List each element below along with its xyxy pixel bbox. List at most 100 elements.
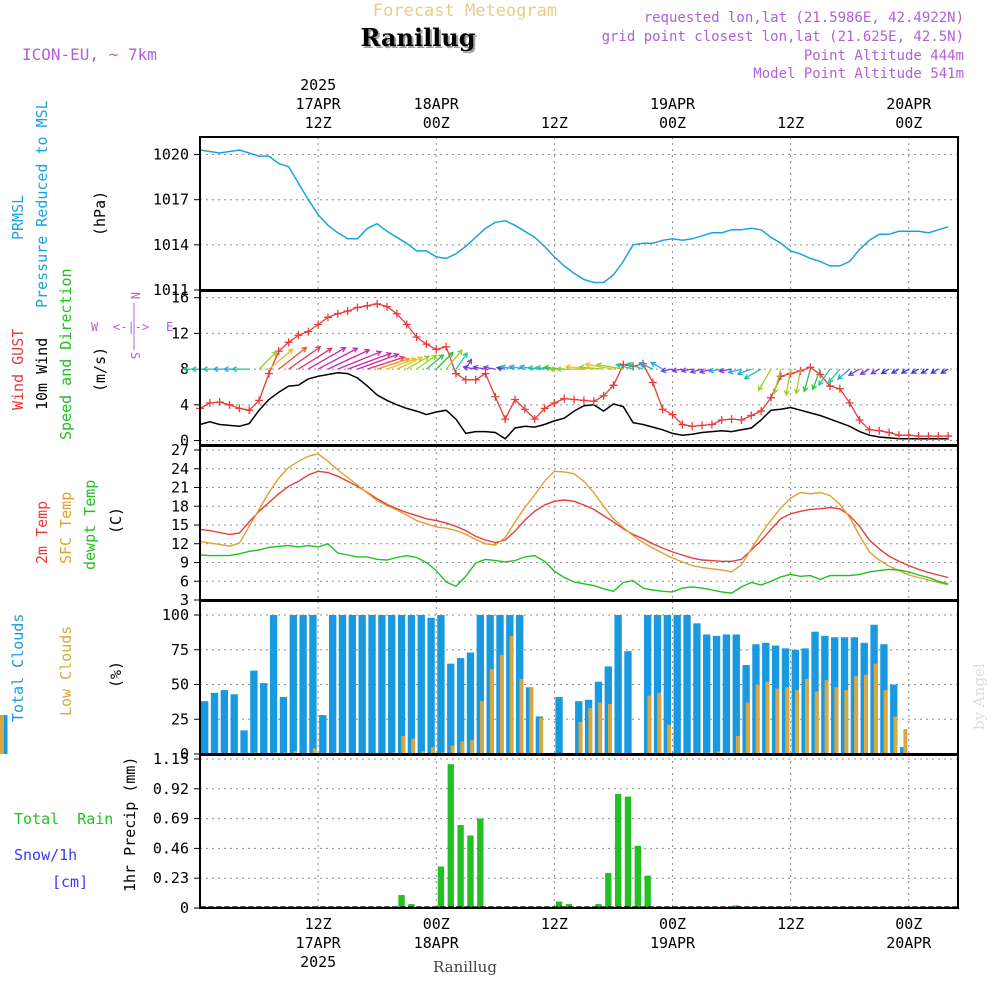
low-cloud-bar [312,748,317,754]
rain-bar [457,825,464,908]
wind-arrow-head [326,347,333,353]
wind-arrow-head [900,368,907,374]
wind-arrow-head [727,368,734,375]
gust-marker [353,303,362,312]
wind-arrow [860,368,870,375]
wind-arrow-head [438,354,445,360]
wind-arrow-head [431,354,438,361]
total-cloud-bar [722,634,731,754]
t2m-line [199,470,949,579]
low-cloud-bar [598,702,603,754]
y-tick-label: 100 [162,606,189,624]
low-cloud-bar [608,703,612,754]
wind-label: 10m Wind [33,338,51,410]
low-cloud-bar [450,745,455,754]
wind-arrow [661,368,673,372]
wind-speed-line [199,371,949,440]
gust-marker [737,416,746,424]
point-altitude: Point Altitude 444m [804,48,964,64]
low-cloud-bar [667,724,672,754]
wind-arrow-head [870,369,877,375]
gust-marker [816,370,825,379]
bottom-time-label: 2025 [300,953,336,971]
panel-frame [199,754,959,909]
rain-bar [408,904,415,908]
location-title: Ranillug [360,23,475,52]
wind-arrow-head [584,361,591,368]
wind-arrow-head [578,364,585,371]
total-cloud-bar [614,615,622,754]
low-cloud-bar [489,669,494,754]
wind-arrow-head [399,355,406,362]
pressure-labels: PRMSL Pressure Reduced to MSL (hPa) [9,100,109,308]
top-time-label: 00Z [895,114,922,132]
wind-arrow-head [462,364,469,371]
gust-marker [894,431,903,440]
wind-arrow-head [364,348,371,355]
rain-bar [398,895,405,908]
total-cloud-bar [388,615,396,754]
gust-marker [865,425,874,434]
low-cloud-bar [647,695,652,754]
wind-arrow [298,347,333,370]
wind-arrow [699,368,713,373]
wind-arrow-head [417,356,424,362]
wind-arrow-head [811,384,817,391]
gust-marker [392,309,401,318]
panel-4: 0 0.23 0.46 0.69 0.92 1.15 [153,750,959,917]
prmsl-line [199,149,949,284]
t2m-label: 2m Temp [33,501,51,564]
gust-marker [245,406,254,415]
wind-arrow [719,368,732,372]
wind-arrow-head [564,364,571,370]
snow-unit-label: [cm] [52,873,88,891]
low-cloud-bar [716,751,721,754]
low-cloud-bar [421,751,425,754]
gust-marker [845,399,854,408]
bottom-time-label: 12Z [777,915,804,933]
wind-arrow [376,358,410,370]
total-cloud-bar [378,615,386,754]
y-tick-label: 12 [171,324,189,342]
gust-marker [294,331,303,340]
low-cloud-bar [814,691,819,754]
low-clouds-label: Low Clouds [57,626,75,716]
compass-n: N [128,292,142,299]
total-clouds-label: Total Clouds [9,614,27,722]
total-cloud-bar [299,615,307,754]
wind-arrow [848,368,860,376]
gust-marker [333,309,342,318]
wind-arrow-head [230,366,238,373]
temp-labels: 2m Temp SFC Temp dewpt Temp (C) [33,480,125,570]
wind-arrow-head [718,367,725,374]
wind-arrow [681,368,693,372]
gust-marker [885,428,894,437]
wind-arrow [728,368,742,374]
wind-arrow-head [447,351,454,358]
wind-arrow-head [201,366,209,373]
low-cloud-bar [785,687,790,754]
wind-arrow [837,368,851,380]
wind-arrow [795,368,802,394]
wind-arrow-head [548,366,555,373]
wind-arrow-head [910,368,917,374]
wind-arrow [278,346,307,370]
snow-label: Snow/1h [14,846,77,864]
wind-arrow-head [880,368,887,375]
wind-arrow-head [271,350,278,357]
wind-arrow [425,354,444,370]
total-cloud-bar [476,615,484,754]
rain-bar [614,793,622,908]
rain-bar [555,901,563,908]
wind-arrow-head [301,346,308,353]
y-tick-label: 6 [180,572,189,590]
low-cloud-bar [657,692,662,754]
total-cloud-bar [712,635,721,754]
y-tick-label: 18 [171,497,189,515]
y-tick-label: 0.92 [153,780,189,798]
panel-frame [199,136,959,291]
total-cloud-bar [732,634,740,754]
wind-arrow [258,351,277,370]
gust-marker [432,345,441,354]
wind-arrow [785,368,792,396]
